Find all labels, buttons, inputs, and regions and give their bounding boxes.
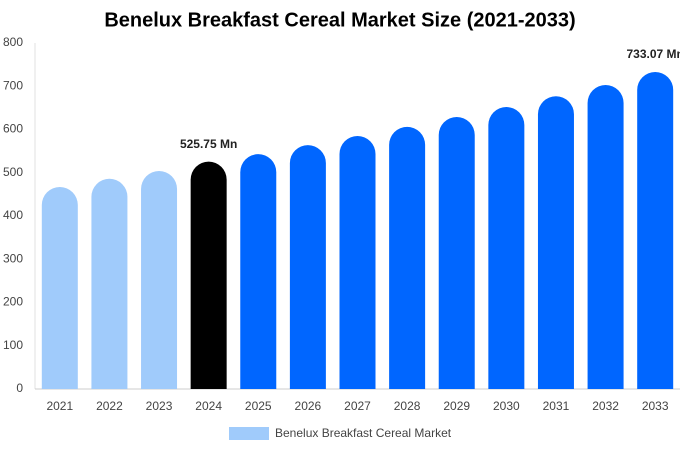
y-tick-label: 600 [3,122,23,136]
bar [488,107,525,390]
value-label: 525.75 Mn [180,137,237,151]
y-tick-label: 400 [3,208,23,222]
x-tick-label: 2032 [592,399,619,413]
y-tick-label: 100 [3,338,23,352]
bar [438,116,475,389]
bar [91,178,128,389]
chart-title: Benelux Breakfast Cereal Market Size (20… [104,9,575,31]
bar [190,161,227,389]
bar [41,187,78,389]
x-tick-label: 2024 [195,399,222,413]
x-tick-label: 2021 [46,399,73,413]
y-tick-label: 800 [3,35,23,49]
legend-swatch [229,427,269,440]
y-tick-label: 0 [16,381,23,395]
value-label: 733.07 Mn [627,47,680,61]
y-tick-label: 200 [3,295,23,309]
bar [141,171,178,389]
x-tick-label: 2029 [443,399,470,413]
x-tick-label: 2030 [493,399,520,413]
y-tick-label: 700 [3,78,23,92]
bar [289,145,326,389]
x-tick-label: 2025 [245,399,272,413]
bar [240,154,277,389]
y-tick-label: 300 [3,251,23,265]
x-tick-label: 2033 [642,399,669,413]
x-tick-label: 2027 [344,399,371,413]
x-tick-label: 2022 [96,399,123,413]
x-tick-label: 2028 [394,399,421,413]
x-tick-label: 2023 [146,399,173,413]
bar [637,71,674,389]
bar [389,126,426,389]
bar [587,84,624,389]
bar [537,96,574,389]
legend-label: Benelux Breakfast Cereal Market [275,426,452,440]
x-tick-label: 2026 [295,399,322,413]
y-tick-label: 500 [3,165,23,179]
bar [339,135,376,389]
x-tick-label: 2031 [543,399,570,413]
